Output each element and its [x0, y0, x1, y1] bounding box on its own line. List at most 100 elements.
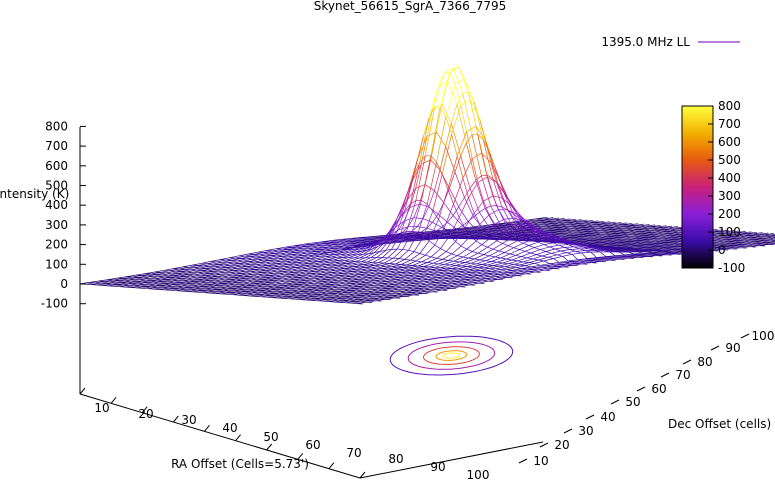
surface-segment — [609, 245, 619, 247]
surface-segment — [482, 228, 493, 236]
surface-segment — [277, 276, 287, 279]
surface-segment — [509, 223, 520, 227]
surface-segment — [619, 230, 630, 233]
surface-segment — [207, 261, 217, 265]
surface-segment — [493, 262, 503, 266]
surface-segment — [568, 226, 579, 229]
surface-segment — [523, 258, 533, 263]
surface-segment — [111, 282, 122, 285]
surface-segment — [623, 228, 633, 231]
surface-segment — [215, 291, 226, 294]
surface-segment — [397, 272, 408, 276]
surface-segment — [304, 248, 315, 252]
surface-segment — [501, 227, 511, 230]
surface-segment — [717, 244, 728, 247]
surface-segment — [423, 210, 434, 238]
surface-segment — [669, 247, 679, 250]
surface-segment — [413, 236, 424, 252]
surface-segment — [504, 272, 515, 276]
surface-segment — [352, 284, 363, 287]
surface-segment — [217, 281, 227, 284]
surface-segment — [477, 182, 484, 202]
surface-segment — [205, 280, 216, 283]
surface-segment — [497, 223, 507, 226]
surface-segment — [287, 288, 297, 291]
surface-segment — [666, 235, 677, 238]
surface-segment — [524, 227, 535, 230]
surface-segment — [215, 285, 225, 288]
surface-segment — [338, 239, 348, 242]
surface-segment — [629, 245, 640, 247]
surface-segment — [418, 279, 428, 282]
surface-segment — [481, 261, 492, 265]
surface-segment — [263, 250, 273, 253]
surface-segment — [334, 240, 344, 243]
surface-segment — [241, 263, 251, 267]
surface-segment — [625, 230, 635, 233]
surface-segment — [661, 235, 671, 238]
surface-segment — [630, 254, 640, 256]
surface-segment — [473, 213, 481, 225]
surface-segment — [323, 299, 333, 302]
surface-segment — [283, 249, 294, 252]
surface-segment — [485, 260, 492, 262]
surface-segment — [348, 279, 359, 282]
surface-segment — [203, 278, 214, 281]
surface-segment — [624, 253, 634, 256]
surface-segment — [646, 246, 657, 248]
surface-segment — [237, 266, 247, 269]
surface-segment — [235, 263, 245, 267]
surface-segment — [511, 259, 518, 262]
surface-segment — [555, 229, 566, 232]
surface-segment — [327, 256, 337, 260]
surface-segment — [500, 221, 511, 224]
surface-segment — [625, 241, 636, 244]
surface-segment — [216, 259, 227, 263]
surface-segment — [267, 278, 278, 281]
surface-segment — [640, 224, 650, 227]
surface-segment — [764, 238, 775, 241]
surface-segment — [398, 226, 409, 231]
surface-segment — [728, 234, 739, 237]
surface-segment — [472, 251, 479, 254]
surface-segment — [525, 271, 535, 275]
surface-segment — [656, 254, 666, 256]
surface-segment — [617, 233, 628, 236]
surface-segment — [204, 290, 214, 294]
surface-segment — [497, 184, 509, 211]
surface-segment — [617, 228, 628, 231]
surface-segment — [465, 262, 471, 264]
surface-segment — [404, 267, 415, 271]
surface-segment — [662, 225, 673, 228]
surface-segment — [428, 86, 439, 119]
surface-segment — [125, 285, 135, 288]
surface-segment — [490, 205, 501, 225]
surface-segment — [489, 226, 500, 229]
surface-segment — [517, 260, 524, 263]
surface-segment — [570, 234, 581, 236]
surface-segment — [736, 242, 747, 245]
surface-segment — [412, 278, 423, 282]
surface-segment — [581, 251, 591, 254]
surface-segment — [245, 283, 255, 286]
surface-segment — [375, 292, 386, 295]
surface-segment — [464, 78, 475, 102]
surface-segment — [104, 279, 114, 282]
surface-segment — [515, 254, 522, 257]
surface-segment — [651, 230, 662, 233]
surface-segment — [481, 244, 488, 248]
surface-segment — [434, 73, 445, 108]
surface-segment — [337, 285, 348, 288]
surface-segment — [648, 237, 658, 240]
surface-segment — [301, 265, 311, 269]
surface-segment — [217, 287, 227, 290]
surface-segment — [454, 284, 464, 287]
surface-segment — [525, 265, 532, 268]
surface-segment — [566, 240, 576, 244]
surface-segment — [672, 230, 682, 233]
surface-segment — [478, 264, 488, 268]
surface-segment — [456, 92, 463, 105]
surface-segment — [487, 176, 497, 183]
surface-segment — [566, 250, 576, 254]
surface-segment — [419, 118, 430, 164]
